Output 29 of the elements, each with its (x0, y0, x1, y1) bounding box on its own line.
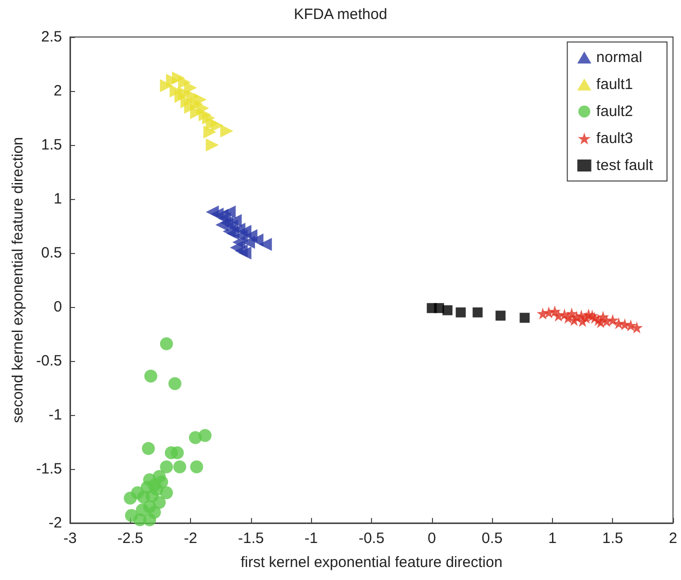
legend-label: fault2 (596, 103, 634, 120)
chart-title: KFDA method (294, 6, 388, 23)
y-tick-label: 2 (54, 82, 62, 100)
x-tick-label: -2.5 (117, 530, 144, 547)
x-tick-label: 2 (668, 530, 678, 547)
x-tick-label: -1 (304, 530, 318, 547)
y-tick-label: 0 (54, 298, 62, 316)
legend-label: test fault (596, 157, 654, 174)
x-tick-label: 1.5 (602, 530, 624, 547)
y-tick-label: -0.5 (36, 352, 62, 370)
y-tick-label: -1.5 (36, 460, 62, 478)
legend-label: fault1 (596, 76, 634, 93)
x-axis-title: first kernel exponential feature direction (240, 554, 502, 571)
x-tick-label: 1 (548, 530, 557, 547)
y-tick-label: -2 (48, 514, 62, 532)
y-axis-title: second kernel exponential feature direction (9, 136, 26, 424)
y-tick-label: 0.5 (41, 244, 62, 262)
legend-label: normal (596, 49, 642, 66)
x-tick-label: -0.5 (358, 530, 384, 547)
x-tick-label: -3 (63, 530, 77, 547)
y-tick-label: 1.5 (41, 136, 62, 154)
x-tick-label: -2 (184, 530, 198, 547)
x-tick-label: 0.5 (482, 530, 503, 547)
y-tick-label: 1 (54, 190, 62, 208)
x-tick-label: 0 (428, 530, 436, 547)
legend-label: fault3 (596, 130, 634, 147)
x-tick-label: -1.5 (238, 530, 264, 547)
y-tick-label: -1 (48, 406, 62, 424)
y-tick-label: 2.5 (41, 28, 62, 46)
